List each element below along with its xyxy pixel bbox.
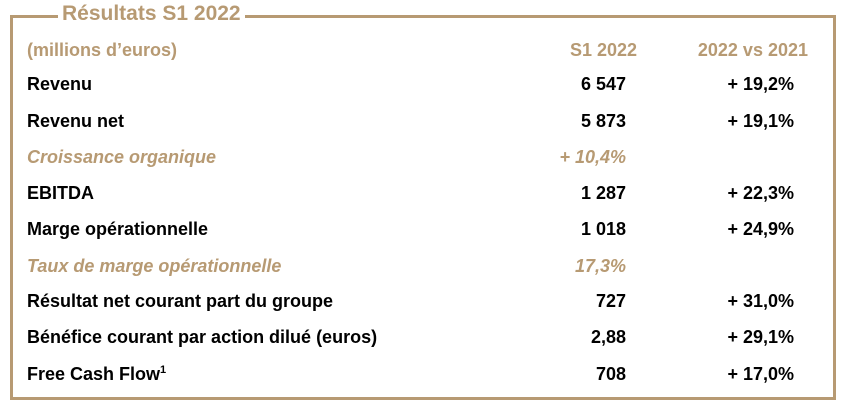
row-marge-operationnelle: Marge opérationnelle 1 018 + 24,9%: [0, 211, 852, 247]
header-row: (millions d’euros) S1 2022 2022 vs 2021: [0, 32, 852, 68]
row-free-cash-flow: Free Cash Flow1 708 + 17,0%: [0, 356, 852, 392]
row-label: Bénéfice courant par action dilué (euros…: [27, 326, 378, 347]
row-value-s1: 1 018: [580, 218, 626, 239]
row-value-s1: 708: [595, 363, 626, 384]
row-taux-de-marge: Taux de marge opérationnelle 17,3%: [0, 248, 852, 284]
row-croissance-organique: Croissance organique + 10,4%: [0, 139, 852, 175]
table-title: Résultats S1 2022: [58, 2, 245, 26]
row-label-text: Free Cash Flow: [27, 363, 161, 384]
row-label: EBITDA: [27, 182, 94, 203]
row-label: Revenu: [27, 73, 93, 94]
row-value-s1: 17,3%: [574, 255, 626, 276]
row-value-s1: 6 547: [580, 73, 626, 94]
row-value-change: + 24,9%: [727, 218, 794, 239]
table-frame: [10, 15, 836, 400]
row-benefice-par-action: Bénéfice courant par action dilué (euros…: [0, 319, 852, 355]
row-value-s1: 5 873: [580, 110, 626, 131]
row-revenu: Revenu 6 547 + 19,2%: [0, 66, 852, 102]
footnote-marker: 1: [160, 363, 167, 376]
header-col-s1-2022: S1 2022: [569, 39, 637, 60]
row-value-change: + 31,0%: [727, 290, 794, 311]
row-label: Taux de marge opérationnelle: [27, 255, 282, 276]
row-value-s1: 2,88: [590, 326, 626, 347]
row-value-change: + 19,1%: [727, 110, 794, 131]
header-col-2022-vs-2021: 2022 vs 2021: [697, 39, 808, 60]
row-ebitda: EBITDA 1 287 + 22,3%: [0, 175, 852, 211]
row-label: Résultat net courant part du groupe: [27, 290, 334, 311]
row-label: Marge opérationnelle: [27, 218, 209, 239]
row-value-change: + 29,1%: [727, 326, 794, 347]
row-value-s1: 1 287: [580, 182, 626, 203]
header-unit-label: (millions d’euros): [27, 39, 178, 60]
row-resultat-net: Résultat net courant part du groupe 727 …: [0, 283, 852, 319]
row-label: Revenu net: [27, 110, 125, 131]
row-label: Free Cash Flow1: [27, 364, 166, 385]
row-value-change: + 22,3%: [727, 182, 794, 203]
row-value-change: + 19,2%: [727, 73, 794, 94]
row-value-s1: 727: [595, 290, 626, 311]
row-revenu-net: Revenu net 5 873 + 19,1%: [0, 103, 852, 139]
row-value-change: + 17,0%: [727, 363, 794, 384]
row-value-s1: + 10,4%: [559, 146, 626, 167]
row-label: Croissance organique: [27, 146, 217, 167]
